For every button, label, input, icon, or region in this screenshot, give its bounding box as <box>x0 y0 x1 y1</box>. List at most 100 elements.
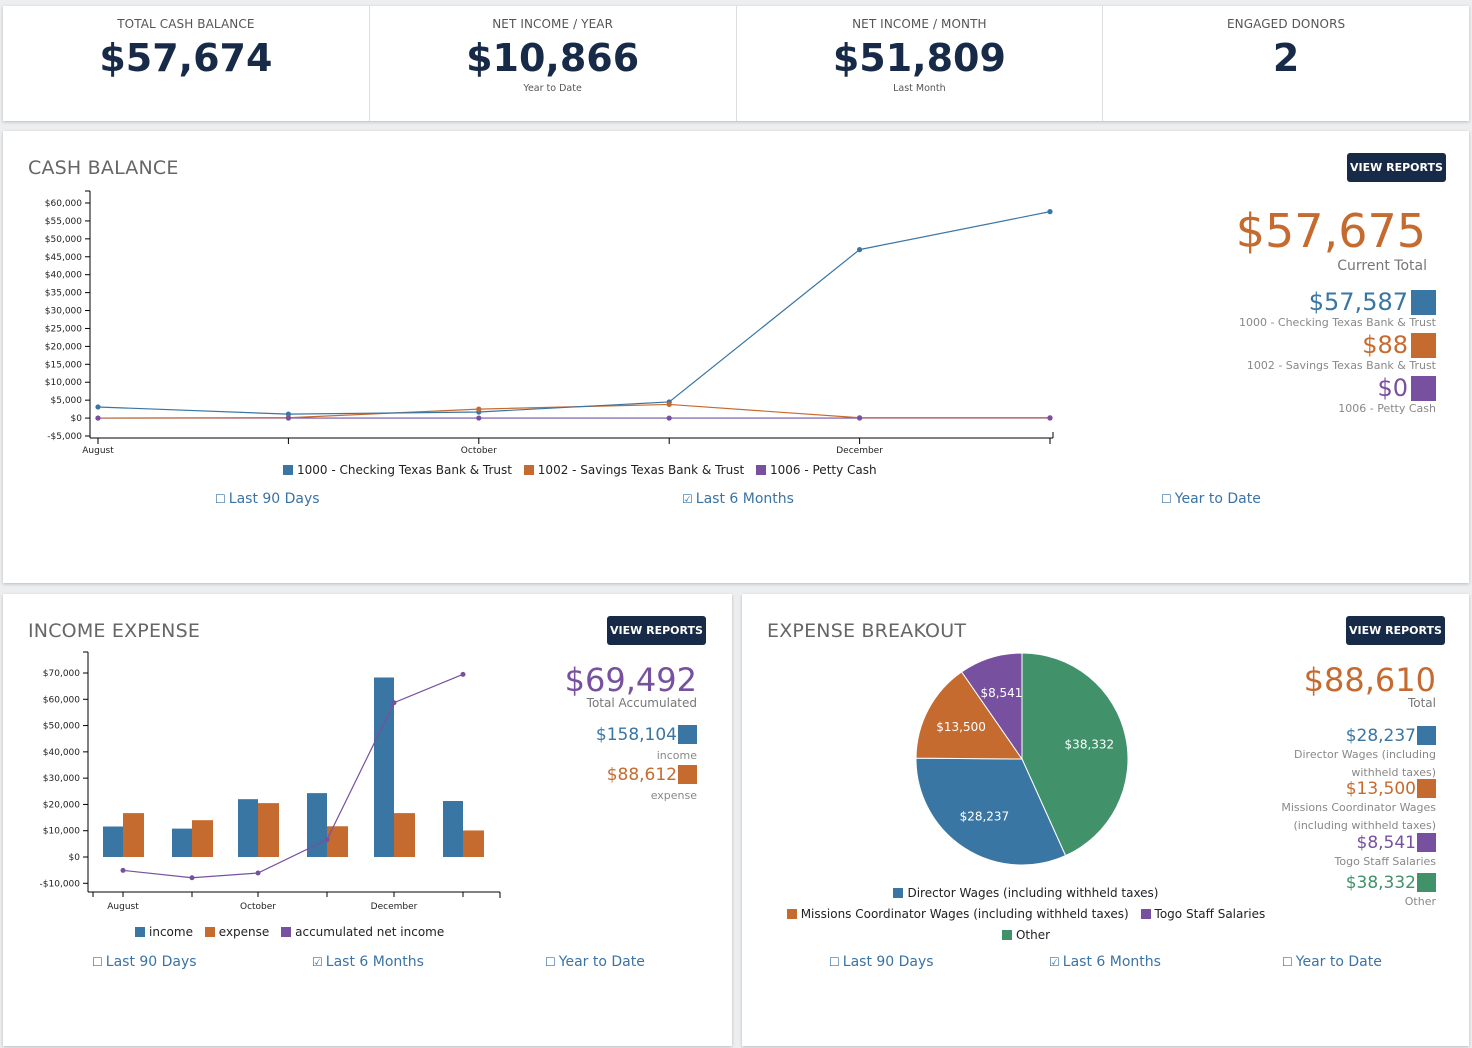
y-tick-label: $50,000 <box>43 722 80 732</box>
income-expense-total: $69,492 <box>564 661 697 699</box>
checkbox-checked-icon[interactable]: ☑ <box>1049 955 1060 969</box>
legend-swatch <box>893 888 904 898</box>
checkbox-unchecked-icon[interactable]: ☐ <box>545 955 556 969</box>
kpi-value: $51,809 <box>832 36 1006 80</box>
checkbox-checked-icon[interactable]: ☑ <box>682 492 693 506</box>
expense-breakout-title: EXPENSE BREAKOUT <box>767 620 967 642</box>
filter-label: Last 90 Days <box>228 491 320 507</box>
legend-label: Missions Coordinator Wages (including wi… <box>800 907 1129 921</box>
checkbox-unchecked-icon[interactable]: ☐ <box>92 955 103 969</box>
legend-entry: accumulated net income <box>273 925 444 939</box>
income-amount: $158,104 <box>595 724 677 745</box>
expense-item-swatch <box>1417 726 1436 745</box>
x-tick-label: December <box>836 446 883 456</box>
filter-last-6-months[interactable]: ☑ Last 6 Months <box>1049 954 1161 970</box>
y-tick-label: $30,000 <box>45 307 82 317</box>
data-point <box>1047 209 1053 215</box>
cash-balance-total: $57,675 <box>1235 204 1426 258</box>
filter-last-6-months[interactable]: ☑ Last 6 Months <box>682 491 794 507</box>
expense-bar <box>394 813 415 857</box>
account-swatch <box>1411 332 1436 358</box>
expense-item-amount: $8,541 <box>1356 832 1416 853</box>
legend-entry: Other <box>994 928 1050 942</box>
data-point <box>189 875 195 881</box>
legend-label: Other <box>1015 928 1051 942</box>
x-tick-label: August <box>107 902 139 912</box>
legend-entry: 1006 - Petty Cash <box>748 463 877 477</box>
checkbox-unchecked-icon[interactable]: ☐ <box>1282 955 1293 969</box>
y-tick-label: -$5,000 <box>47 432 82 442</box>
legend-label: accumulated net income <box>295 925 445 939</box>
filter-year-to-date[interactable]: ☐ Year to Date <box>545 954 645 970</box>
filter-year-to-date[interactable]: ☐ Year to Date <box>1161 491 1261 507</box>
filter-last-90-days[interactable]: ☐ Last 90 Days <box>829 954 934 970</box>
data-point <box>666 401 672 408</box>
checkbox-unchecked-icon[interactable]: ☐ <box>829 955 840 969</box>
pie-slice <box>1021 652 1129 857</box>
legend-entry: Director Wages (including withheld taxes… <box>885 886 1159 900</box>
legend-swatch <box>1001 930 1012 940</box>
cash-balance-card: CASH BALANCE VIEW REPORTS -$5,000 $0 $5,00… <box>3 131 1469 583</box>
expense-name: expense <box>650 788 697 802</box>
data-point <box>285 411 291 417</box>
data-point <box>857 247 863 253</box>
filter-last-90-days[interactable]: ☐ Last 90 Days <box>92 954 197 970</box>
y-tick-label: $10,000 <box>45 378 82 388</box>
expense-breakout-total: $88,610 <box>1303 661 1436 699</box>
account-name: 1000 - Checking Texas Bank & Trust <box>1238 316 1436 329</box>
filter-last-6-months[interactable]: ☑ Last 6 Months <box>312 954 424 970</box>
expense-item-amount: $13,500 <box>1345 778 1416 799</box>
x-tick-label: August <box>82 446 114 456</box>
pie-slice <box>915 757 1067 866</box>
expense-swatch <box>678 765 697 784</box>
data-point <box>95 415 101 421</box>
x-tick-label: October <box>461 446 497 456</box>
income-expense-view-reports-button[interactable]: VIEW REPORTS <box>607 616 706 645</box>
filter-label: Last 6 Months <box>695 491 794 507</box>
legend-entry: Togo Staff Salaries <box>1133 907 1266 921</box>
expense-item-director-wages: $28,237 Director Wages (including withhe… <box>1276 725 1436 782</box>
filter-year-to-date[interactable]: ☐ Year to Date <box>1282 954 1382 970</box>
y-tick-label: $70,000 <box>43 669 80 679</box>
y-tick-label: $30,000 <box>43 774 80 784</box>
expense-breakout-view-reports-button[interactable]: VIEW REPORTS <box>1346 616 1445 645</box>
legend-label: Togo Staff Salaries <box>1154 907 1266 921</box>
kpi-engaged-donors: ENGAGED DONORS 2 <box>1103 6 1469 121</box>
checkbox-unchecked-icon[interactable]: ☐ <box>1161 492 1172 506</box>
income-summary: $158,104 income <box>596 724 697 767</box>
checkbox-unchecked-icon[interactable]: ☐ <box>215 492 226 506</box>
legend-label: expense <box>218 925 270 939</box>
expense-item-swatch <box>1417 779 1436 798</box>
income-bar <box>103 826 123 857</box>
y-tick-label: $10,000 <box>43 827 80 837</box>
y-tick-label: $5,000 <box>51 396 83 406</box>
expense-item-swatch <box>1417 873 1436 892</box>
data-point <box>285 415 291 421</box>
account-swatch <box>1411 289 1436 315</box>
income-expense-chart: -$10,000 $0 $10,000 $20,000 $30,000 $40,000 $5… <box>40 651 501 912</box>
kpi-sub: Year to Date <box>523 83 582 94</box>
data-point <box>460 671 466 677</box>
checkbox-checked-icon[interactable]: ☑ <box>312 955 323 969</box>
pie-slice-label: $38,332 <box>1065 738 1115 752</box>
legend-entry: 1002 - Savings Texas Bank & Trust <box>516 463 744 477</box>
legend-swatch <box>135 927 145 937</box>
expense-amount: $88,612 <box>606 764 677 785</box>
y-tick-label: $20,000 <box>45 342 82 352</box>
income-bar <box>374 677 394 857</box>
legend-label: income <box>149 925 193 939</box>
kpi-value: $10,866 <box>466 36 640 80</box>
expense-item-amount: $28,237 <box>1345 725 1416 746</box>
kpi-label: NET INCOME / MONTH <box>852 17 987 31</box>
x-tick-label: October <box>240 902 276 912</box>
expense-summary: $88,612 expense <box>607 764 697 807</box>
kpi-net-income-month: NET INCOME / MONTH $51,809 Last Month <box>737 6 1104 121</box>
legend-entry: expense <box>197 925 270 939</box>
income-bar <box>307 793 327 857</box>
kpi-label: NET INCOME / YEAR <box>492 17 614 31</box>
cash-balance-view-reports-button[interactable]: VIEW REPORTS <box>1347 153 1446 182</box>
filter-last-90-days[interactable]: ☐ Last 90 Days <box>215 491 320 507</box>
account-petty-cash: $0 1006 - Petty Cash <box>1338 375 1436 417</box>
expense-breakout-card: EXPENSE BREAKOUT VIEW REPORTS $38,332 $28… <box>742 594 1469 1046</box>
expense-bar <box>258 803 279 857</box>
